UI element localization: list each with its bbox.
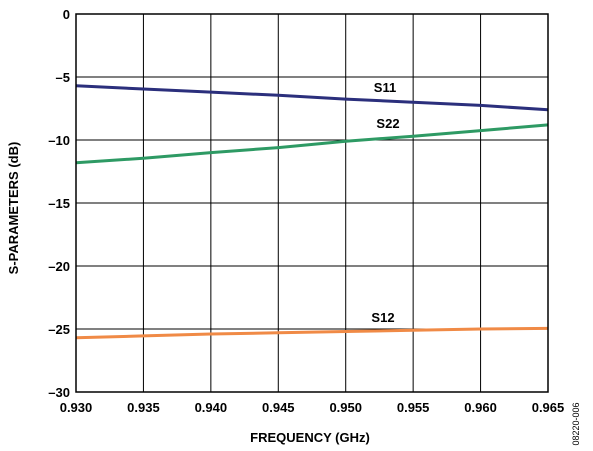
y-tick-label: –15 bbox=[48, 196, 70, 211]
figure-id: 08220-006 bbox=[571, 402, 581, 445]
series-label-s22: S22 bbox=[376, 116, 399, 131]
y-tick-label: –10 bbox=[48, 133, 70, 148]
series-labels: S11 S22 S12 bbox=[371, 80, 399, 325]
x-tick-label: 0.955 bbox=[397, 400, 430, 415]
y-tick-label: –20 bbox=[48, 259, 70, 274]
x-tick-label: 0.940 bbox=[195, 400, 228, 415]
y-tick-label: –30 bbox=[48, 385, 70, 400]
y-tick-labels: 0 –5 –10 –15 –20 –25 –30 bbox=[48, 7, 70, 400]
x-tick-label: 0.950 bbox=[329, 400, 362, 415]
x-tick-labels: 0.930 0.935 0.940 0.945 0.950 0.955 0.960 0.965 bbox=[60, 400, 565, 415]
x-tick-label: 0.930 bbox=[60, 400, 93, 415]
x-axis-title: FREQUENCY (GHz) bbox=[250, 430, 370, 445]
series-label-s11: S11 bbox=[374, 80, 396, 95]
series-line-s12 bbox=[75, 326, 549, 340]
plot-frame bbox=[75, 13, 549, 393]
y-tick-label: 0 bbox=[63, 7, 70, 22]
x-tick-label: 0.960 bbox=[464, 400, 497, 415]
series-label-s12: S12 bbox=[371, 310, 394, 325]
series-line-s11 bbox=[75, 84, 549, 112]
y-axis-title: S-PARAMETERS (dB) bbox=[6, 142, 21, 275]
series-line-s22 bbox=[75, 123, 549, 165]
y-tick-label: –5 bbox=[56, 70, 70, 85]
x-tick-label: 0.945 bbox=[262, 400, 295, 415]
y-tick-label: –25 bbox=[48, 322, 70, 337]
x-tick-label: 0.935 bbox=[127, 400, 160, 415]
x-tick-label: 0.965 bbox=[532, 400, 565, 415]
series-lines bbox=[75, 84, 549, 340]
